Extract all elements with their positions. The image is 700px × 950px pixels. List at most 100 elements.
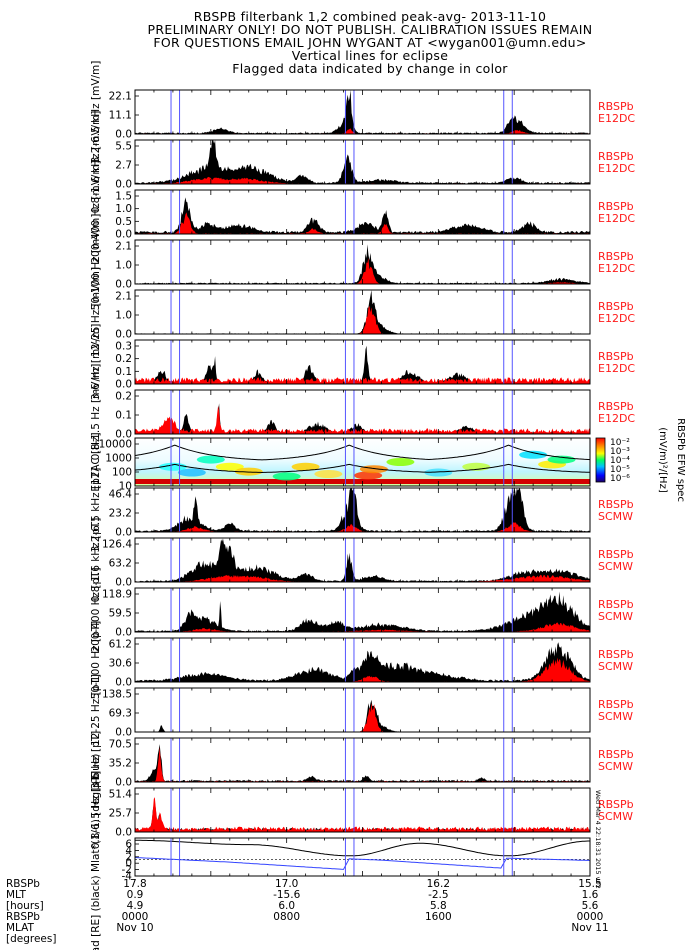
panel-13-sensor-label: SCMW [598, 710, 633, 723]
y-tick-label: 126.4 [102, 539, 132, 551]
spectrogram-reference-curve [134, 463, 590, 474]
panels: 22.111.10.03.2-6.5 kHz [mV/m] RBSPbE12DC5… [90, 61, 686, 950]
xaxis-row-label-5: MLAT [6, 922, 35, 934]
y-tick-label: 2.1 [115, 241, 132, 253]
series-line-mlat [134, 857, 591, 870]
y-tick-label: 6 [125, 839, 132, 851]
panel-12-avg-series [135, 657, 590, 682]
panel-11-avg-series [135, 622, 590, 632]
panel-frame [134, 837, 591, 877]
y-tick-label: 0.1 [115, 366, 132, 378]
panel-12-instrument-label: RBSPb [598, 648, 634, 661]
y-tick-label: 1.0 [115, 310, 132, 322]
panel-13-ylabel: 12-25 Hz [pT] [90, 674, 102, 746]
xaxis-row-label-2: MLT [6, 889, 26, 901]
panel-15-instrument-label: RBSPb [598, 798, 634, 811]
spectrogram-blob [215, 462, 244, 471]
y-tick-label: 0.0 [115, 677, 132, 689]
xaxis-value-col0-row0: 17.8 [123, 878, 146, 890]
panel-9-instrument-label: RBSPb [598, 498, 634, 511]
panel-4-avg-series [135, 258, 590, 284]
xaxis-row-label-3: [hours] [6, 900, 44, 912]
panel-3-ylabel: 200-400 Hz [mV/m] [90, 160, 102, 263]
panel-frame [134, 389, 591, 435]
spectrogram-title: RBSPb EFW spec [675, 418, 686, 502]
panel-1-peak-series [135, 90, 590, 134]
panel-2-instrument-label: RBSPb [598, 150, 634, 163]
panel-frame [134, 737, 591, 783]
spectrogram-blob [272, 472, 301, 481]
panel-2-sensor-label: E12DC [598, 162, 635, 175]
panel-15-avg-series [135, 797, 590, 832]
panel-1-ylabel: 3.2-6.5 kHz [mV/m] [90, 61, 102, 164]
y-tick-label: 0.0 [115, 727, 132, 739]
xaxis-value-col3-row1: 1.6 [582, 889, 599, 901]
y-tick-label: 0.0 [115, 129, 132, 141]
panel-15-ylabel: 0.8-1.5 Hz [pT] [90, 771, 102, 850]
panel-4-sensor-label: E12DC [598, 262, 635, 275]
y-tick-label: -4 [122, 871, 133, 883]
panel-6-sensor-label: E12DC [598, 362, 635, 375]
panel-7-ylabel: 0.8-1.5 Hz [mV/m] [90, 364, 102, 461]
y-tick-label: 51.4 [109, 789, 133, 801]
colorbar [595, 437, 606, 483]
panel-2-ylabel: 0.8-1.6 kHz [mV/m] [90, 111, 102, 214]
xaxis-value-col0-row3: 0000 [122, 911, 149, 923]
y-tick-label: -2 [122, 864, 132, 876]
xaxis-value-col2-row3: 1600 [425, 911, 452, 923]
panel-11-peak-series [135, 591, 590, 632]
y-tick-label: 46.4 [109, 489, 133, 501]
panel-10-sensor-label: SCMW [598, 560, 633, 573]
y-tick-label: 0.0 [115, 627, 132, 639]
panel-9-sensor-label: SCMW [598, 510, 633, 523]
colorbar-tick-2: 10⁻⁴ [610, 456, 630, 466]
xaxis-value-col1-row1: -15.6 [273, 889, 300, 901]
xaxis-value-col1-row3: 0800 [273, 911, 300, 923]
y-tick-label: 0.0 [115, 229, 132, 241]
panel-11-ylabel: 200-400 Hz [pT] [90, 567, 102, 652]
y-tick-label: 2.1 [115, 291, 132, 303]
header-line-5: Flagged data indicated by change in colo… [232, 61, 508, 76]
xaxis-value-col2-row2: 5.8 [430, 900, 447, 912]
y-tick-label: 0.1 [115, 410, 132, 422]
y-tick-label: 0.0 [115, 429, 132, 441]
y-tick-label: 0.0 [115, 777, 132, 789]
y-tick-label: 10000 [99, 439, 132, 451]
colorbar-tick-4: 10⁻⁶ [610, 474, 630, 484]
panel-7-sensor-label: E12DC [598, 412, 635, 425]
y-tick-label: 0.2 [115, 391, 132, 403]
panel-9-ylabel: 3.2-6.5 kHz [pT] [90, 468, 102, 553]
xaxis-value-col1-row0: 17.0 [275, 878, 298, 890]
header-line-4: Vertical lines for eclipse [292, 48, 448, 63]
xaxis-value-col2-row0: 16.2 [427, 878, 450, 890]
panel-5-instrument-label: RBSPb [598, 300, 634, 313]
panel-10-ylabel: 0.8-1.6 kHz [pT] [90, 518, 102, 603]
panel-1-sensor-label: E12DC [598, 112, 635, 125]
colorbar-label: (mV/m)²/[Hz] [657, 427, 668, 493]
panel-14-avg-series [135, 747, 590, 782]
xaxis-row-label-1: RBSPb [6, 878, 40, 890]
panel-10-peak-series [135, 538, 590, 582]
y-tick-label: 69.3 [109, 708, 132, 720]
y-tick-label: 0.0 [115, 379, 132, 391]
y-tick-label: 63.2 [109, 558, 132, 570]
header-line-1: RBSPB filterbank 1,2 combined peak-avg- … [194, 9, 547, 24]
y-tick-label: 1.0 [115, 203, 132, 215]
y-tick-label: 11.1 [109, 110, 132, 122]
panel-4-ylabel: 50-100 Hz [mV/m] [90, 214, 102, 311]
spectrogram-blob [424, 468, 453, 477]
panel-6-peak-series [135, 345, 590, 384]
y-tick-label: 100 [112, 467, 132, 479]
panel-12-peak-series [135, 642, 590, 682]
y-tick-label: 70.5 [109, 739, 132, 751]
panel-16-ylabel: Rad [RE] (black) Mlat*(1/6) [deg] (blue) [90, 754, 102, 950]
panel-12-sensor-label: SCMW [598, 660, 633, 673]
xaxis-value-col1-row2: 6.0 [278, 900, 295, 912]
panel-4-instrument-label: RBSPb [598, 250, 634, 263]
panel-3-sensor-label: E12DC [598, 212, 635, 225]
y-tick-label: 0.3 [115, 341, 132, 353]
